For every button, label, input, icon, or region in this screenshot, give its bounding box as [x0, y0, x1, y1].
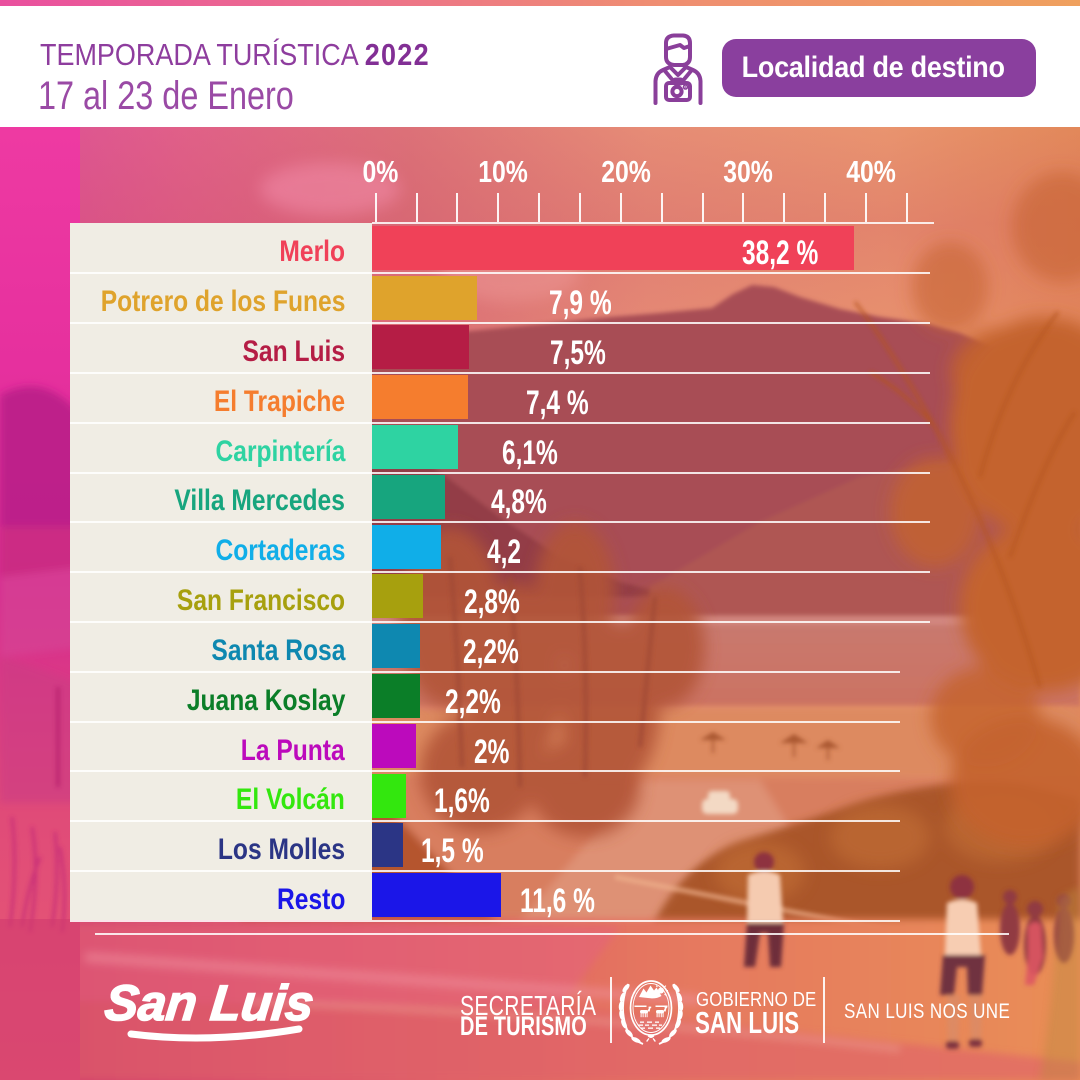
svg-text:San Luis: San Luis: [102, 975, 316, 1031]
